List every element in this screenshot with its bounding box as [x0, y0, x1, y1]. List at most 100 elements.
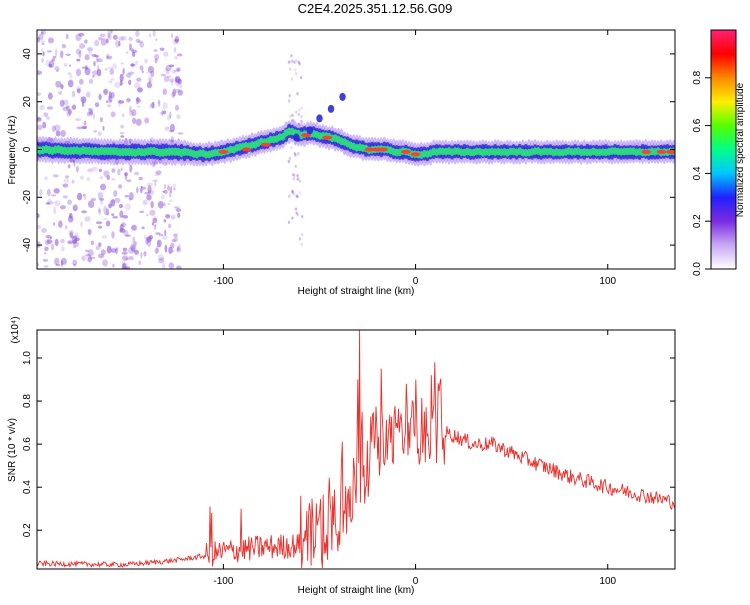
noise-blob [134, 82, 141, 89]
ridge-core [400, 149, 411, 154]
noise-blob [173, 46, 177, 53]
noise-blob [173, 236, 178, 243]
noise-blob [164, 229, 167, 236]
noise-blob [72, 239, 78, 245]
noise-blob [119, 131, 125, 135]
noise-blob [134, 171, 140, 176]
noise-blob [174, 55, 179, 60]
noise-blob [173, 187, 176, 191]
noise-blob [81, 210, 87, 214]
y-tick-label: 20 [22, 96, 33, 108]
noise-blob [46, 50, 52, 53]
noise-blob [110, 30, 113, 34]
noise-blob [169, 139, 175, 143]
noise-blob [152, 30, 156, 37]
noise-blob [118, 203, 124, 209]
column-blob [296, 173, 299, 178]
noise-blob [59, 205, 67, 210]
noise-blob [121, 263, 127, 269]
y-tick-label: 0.6 [22, 437, 33, 451]
noise-blob [170, 214, 176, 220]
noise-blob [40, 140, 43, 143]
noise-blob [97, 192, 104, 200]
noise-blob [87, 51, 93, 55]
column-blob [300, 106, 303, 110]
noise-blob [158, 258, 165, 264]
noise-blob [146, 239, 152, 247]
snr-series-line [37, 330, 675, 569]
colorbar-tick-label: 0.2 [692, 214, 703, 228]
noise-blob [65, 175, 70, 179]
noise-blob [167, 186, 171, 191]
noise-blob [72, 259, 78, 266]
noise-blob [175, 76, 181, 84]
noise-blob [78, 78, 84, 85]
noise-blob [128, 71, 135, 75]
noise-blob [46, 188, 51, 197]
noise-blob [144, 117, 150, 124]
noise-blob [176, 114, 181, 120]
noise-blob [171, 91, 176, 98]
noise-blob [120, 167, 123, 172]
noise-blob [128, 110, 134, 117]
noise-blob [121, 251, 128, 255]
noise-blob [53, 206, 57, 215]
noise-blob [164, 68, 169, 72]
noise-blob [162, 110, 167, 115]
ridge-core [218, 149, 229, 154]
noise-blob [149, 209, 156, 216]
noise-blob [176, 67, 181, 72]
noise-blob [48, 63, 52, 68]
noise-blob [107, 30, 111, 39]
noise-blob [147, 190, 152, 195]
noise-blob [98, 242, 102, 247]
noise-blob [143, 251, 147, 257]
spectrogram-panel: -100 0 100 -40 -20 0 20 40 Height of straight … [7, 29, 676, 297]
noise-blob [44, 246, 49, 252]
noise-blob [118, 100, 125, 104]
noise-blob [111, 168, 116, 173]
noise-blob [115, 39, 120, 48]
noise-blob [138, 176, 143, 181]
noise-blob [135, 118, 142, 126]
noise-blob [108, 203, 112, 209]
noise-blob [167, 183, 170, 188]
column-blob [300, 115, 303, 119]
noise-blob [147, 65, 155, 73]
noise-blob [102, 217, 108, 220]
noise-blob [60, 50, 64, 59]
noise-blob [132, 117, 137, 125]
noise-blob [179, 84, 183, 88]
noise-blob [135, 30, 140, 37]
noise-blob [109, 199, 114, 204]
noise-blob [107, 66, 113, 70]
column-blob [297, 112, 301, 117]
noise-blob [130, 243, 136, 251]
y-tick-label: -20 [22, 190, 33, 205]
column-blob [291, 113, 294, 118]
noise-blob [86, 177, 90, 182]
noise-blob [82, 193, 86, 197]
noise-blob [153, 49, 158, 52]
noise-blob [46, 137, 53, 143]
noise-blob [176, 245, 180, 252]
noise-blob [73, 159, 76, 167]
column-blob [294, 68, 297, 72]
noise-blob [151, 101, 155, 109]
noise-blob [60, 130, 66, 138]
noise-blob [169, 199, 173, 203]
noise-blob [67, 79, 74, 88]
noise-blob [166, 114, 171, 121]
noise-blob [83, 120, 87, 126]
noise-blob [132, 51, 136, 58]
y-tick-label: 40 [22, 48, 33, 60]
noise-blob [47, 92, 53, 100]
noise-blob [79, 43, 86, 49]
noise-blob [54, 257, 60, 266]
noise-blob [53, 188, 60, 194]
noise-blob [61, 43, 67, 49]
column-blob [297, 122, 301, 126]
column-blob [300, 119, 303, 124]
noise-blob [157, 254, 165, 261]
noise-blob [84, 54, 90, 61]
